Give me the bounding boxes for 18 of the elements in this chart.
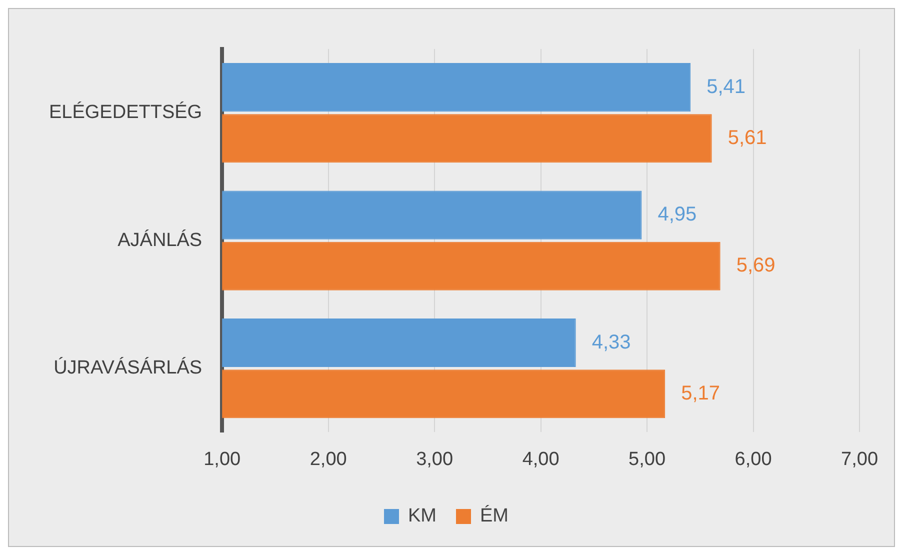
y-tick-label: ÚJRAVÁSÁRLÁS	[54, 356, 202, 379]
y-tick-label: ELÉGEDETTSÉG	[48, 101, 202, 124]
data-label: 4,95	[658, 204, 697, 226]
legend-label: KM	[408, 506, 436, 527]
y-tick-label: AJÁNLÁS	[118, 228, 202, 251]
data-label: 5,69	[736, 254, 776, 277]
x-tick-label: 1,00	[204, 448, 241, 470]
x-tick-label: 7,00	[841, 448, 878, 470]
x-tick-label: 2,00	[310, 448, 347, 470]
data-label: 5,41	[706, 76, 746, 98]
x-tick-label: 3,00	[416, 448, 454, 470]
data-label: 4,33	[592, 331, 631, 354]
data-label: 5,17	[681, 382, 720, 404]
legend-label: ÉM	[480, 504, 508, 527]
x-tick-label: 6,00	[734, 448, 772, 470]
x-tick-label: 4,00	[522, 448, 560, 470]
x-tick-label: 5,00	[628, 448, 666, 470]
data-label: 5,61	[728, 126, 767, 149]
